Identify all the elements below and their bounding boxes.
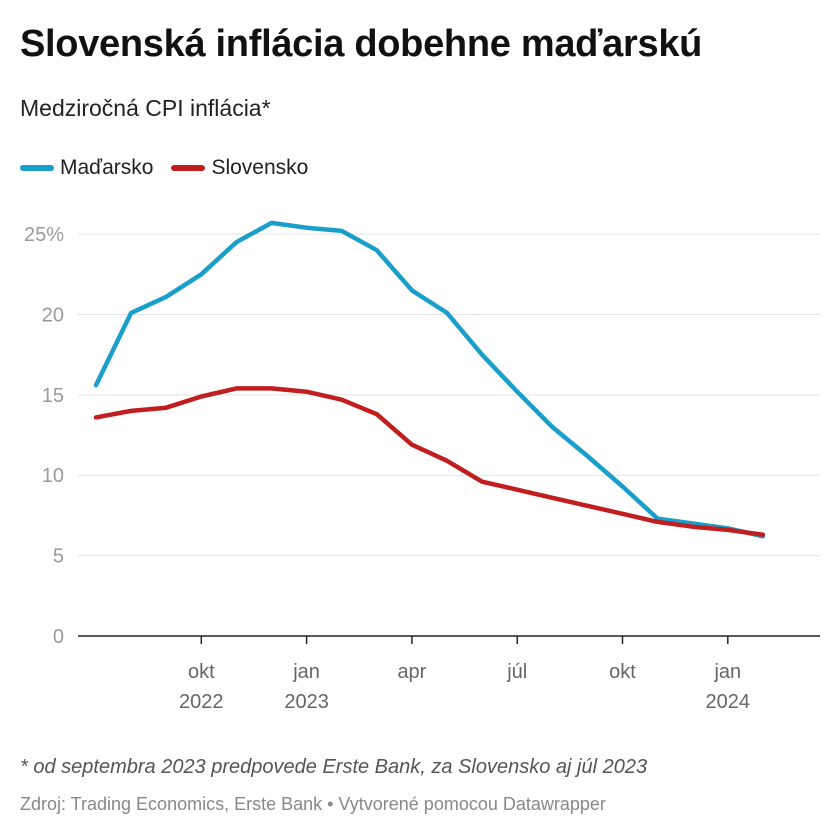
series-line-slovensko xyxy=(93,386,766,537)
x-tick-label: okt xyxy=(609,661,636,683)
chart-title: Slovenská inflácia dobehne maďarskú xyxy=(20,23,703,65)
y-tick-label: 10 xyxy=(42,465,64,487)
x-tick-year-label: 2024 xyxy=(706,691,751,713)
legend: Maďarsko Slovensko xyxy=(20,152,326,184)
legend-label-slovensko: Slovensko xyxy=(211,156,309,179)
x-tick-year-label: 2023 xyxy=(284,691,329,713)
legend-label-madarsko: Maďarsko xyxy=(60,156,154,179)
y-tick-label: 20 xyxy=(42,304,64,326)
x-tick-label: júl xyxy=(506,661,527,683)
y-tick-label: 5 xyxy=(53,546,64,568)
footnote: * od septembra 2023 predpovede Erste Ban… xyxy=(20,756,648,778)
legend-item-madarsko: Maďarsko xyxy=(20,156,153,180)
chart-subtitle: Medziročná CPI inflácia* xyxy=(20,95,271,121)
legend-swatch-madarsko xyxy=(20,165,54,171)
line-chart: 0 5 10 15 20 25% okt 2022 jan 2023 apr júl okt jan 202… xyxy=(24,220,820,713)
y-tick-label: 0 xyxy=(53,626,64,648)
source-line: Zdroj: Trading Economics, Erste Bank • V… xyxy=(20,794,606,814)
x-tick-year-label: 2022 xyxy=(179,691,224,713)
x-tick-label: apr xyxy=(397,661,426,683)
x-tick-label: okt xyxy=(188,661,215,683)
y-tick-label: 25% xyxy=(24,224,64,246)
x-tick-label: jan xyxy=(713,661,741,683)
series-line-madarsko xyxy=(93,220,766,539)
y-tick-label: 15 xyxy=(42,385,64,407)
legend-item-slovensko: Slovensko xyxy=(171,156,308,180)
x-tick-label: jan xyxy=(292,661,320,683)
legend-swatch-slovensko xyxy=(171,165,206,171)
